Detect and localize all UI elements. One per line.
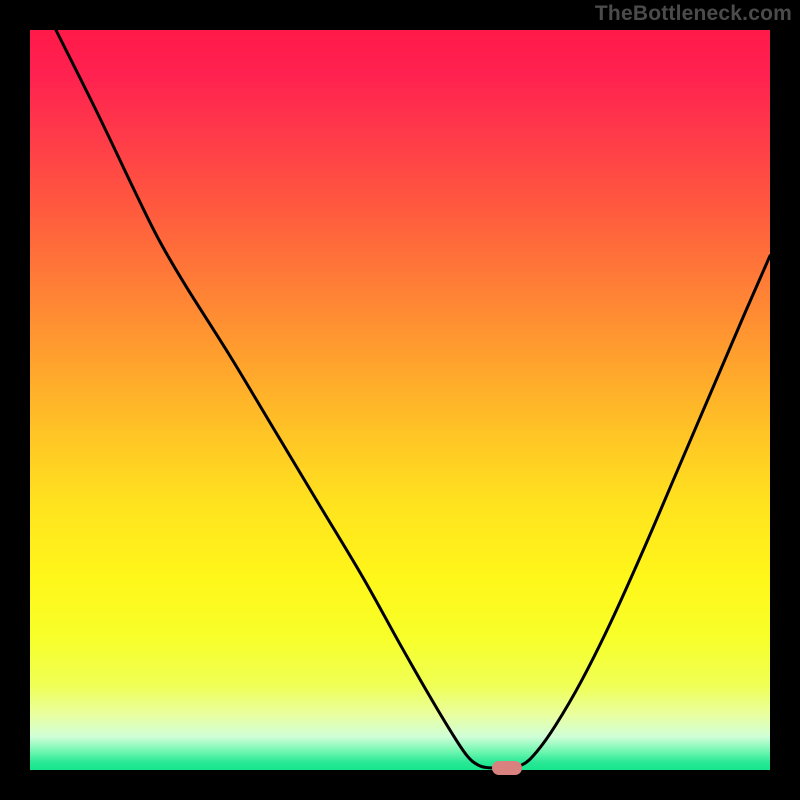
chart-outer: TheBottleneck.com [0, 0, 800, 800]
bottleneck-curve [56, 30, 770, 768]
curve-svg [30, 30, 770, 770]
plot-area [30, 30, 770, 770]
optimum-marker [492, 761, 522, 775]
watermark-text: TheBottleneck.com [595, 2, 792, 26]
